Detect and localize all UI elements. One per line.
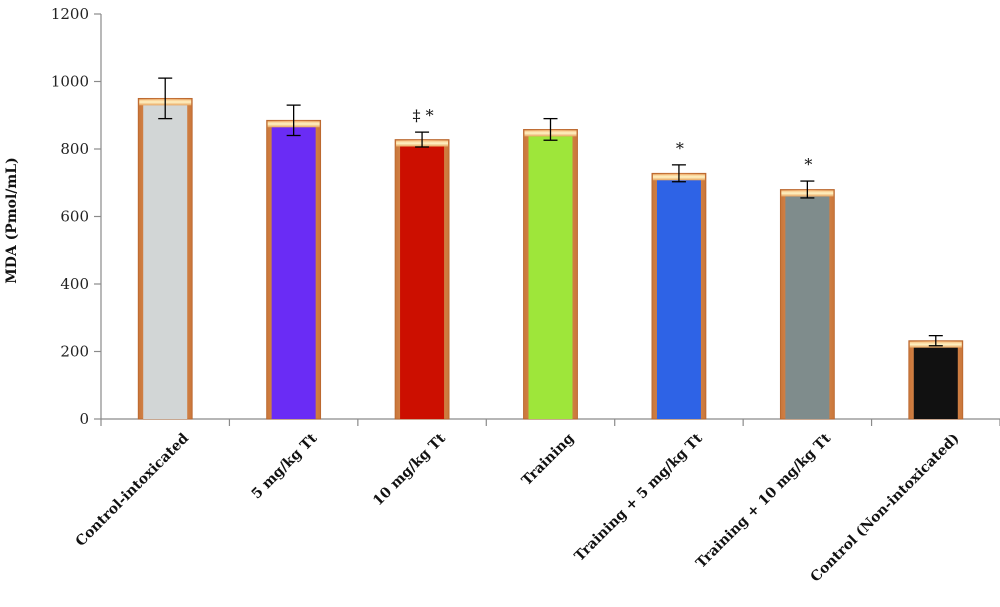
y-tick-label: 200: [60, 343, 89, 361]
y-tick-label: 0: [79, 410, 89, 428]
y-tick-label: 400: [60, 275, 89, 293]
y-tick-label: 600: [60, 208, 89, 226]
bar-group: [137, 77, 193, 420]
x-tick-label: Training + 5 mg/kg Tt: [572, 430, 707, 565]
bar: [143, 104, 188, 419]
bar: [400, 145, 445, 420]
bar-group: [908, 334, 964, 420]
x-tick-label: Training + 10 mg/kg Tt: [693, 430, 834, 571]
bar: [913, 346, 958, 419]
y-tick-label: 1000: [51, 73, 89, 91]
x-tick-label: Training: [519, 430, 578, 489]
significance-label: ‡ *: [413, 106, 434, 125]
x-tick-label: Control (Non-intoxicated): [808, 431, 963, 586]
bar-group: [266, 104, 322, 420]
bar: [785, 195, 830, 419]
x-tick-label: 5 mg/kg Tt: [249, 430, 321, 502]
x-tick-label: Control-intoxicated: [73, 430, 192, 549]
x-tick-label: 10 mg/kg Tt: [370, 430, 449, 509]
bar-group: [523, 117, 578, 420]
significance-label: *: [804, 155, 812, 174]
y-axis-title: MDA (Pmol/mL): [4, 157, 20, 283]
bar-group: [651, 164, 707, 420]
bar: [528, 135, 573, 420]
y-tick-label: 1200: [51, 5, 89, 23]
bar-group: [394, 131, 450, 420]
bar: [656, 179, 701, 419]
bar-group: [779, 180, 835, 420]
y-tick-label: 800: [60, 140, 89, 158]
bar: [271, 126, 316, 419]
significance-label: *: [676, 139, 684, 158]
